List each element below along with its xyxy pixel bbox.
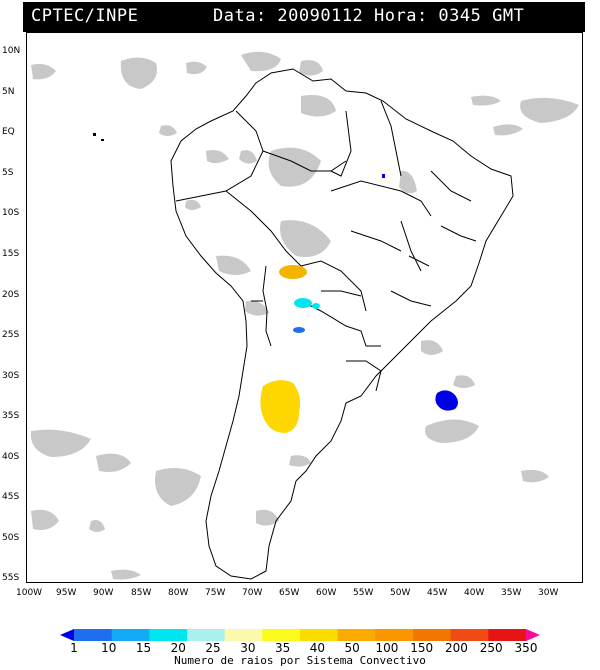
coastline — [170, 68, 514, 580]
lon-label: 90W — [93, 588, 114, 598]
lon-label: 80W — [168, 588, 189, 598]
colorbar-tick-label: 50 — [344, 641, 360, 655]
lon-label: 60W — [316, 588, 337, 598]
colorbar-segment — [262, 629, 301, 641]
lon-label: 50W — [390, 588, 411, 598]
lon-label: 45W — [427, 588, 448, 598]
colorbar-tick-label: 20 — [170, 641, 186, 655]
lon-label: 65W — [279, 588, 300, 598]
colorbar-segment — [413, 629, 452, 641]
colorbar-tick-label: 250 — [479, 641, 503, 655]
colorbar-tick-label: 350 — [514, 641, 538, 655]
system-atlantic — [435, 390, 458, 411]
lon-label: 100W — [16, 588, 43, 598]
map-canvas — [30, 51, 579, 580]
system-central-argentina — [260, 380, 301, 433]
colorbar-caption: Numero de raios por Sistema Convectivo — [174, 654, 426, 667]
colorbar-segment — [375, 629, 414, 641]
lat-label: 25S — [2, 330, 20, 340]
colorbar-segment — [450, 629, 489, 641]
colorbar-segment — [74, 629, 113, 641]
colorbar-tick-label: 30 — [240, 641, 256, 655]
lat-label: 20S — [2, 290, 20, 300]
lon-label: 70W — [242, 588, 263, 598]
lat-label: 45S — [2, 492, 20, 502]
colorbar-tick-label: 40 — [309, 641, 326, 655]
datetime-label: Data: 20090112 Hora: 0345 GMT — [213, 6, 525, 26]
colorbar-segment — [300, 629, 339, 641]
lat-label: 5S — [2, 168, 14, 178]
lat-label: 10N — [2, 46, 21, 56]
colorbar-segment — [224, 629, 263, 641]
colorbar-tick-label: 200 — [445, 641, 468, 655]
system-para — [382, 174, 385, 178]
colorbar-segment — [60, 629, 74, 641]
lat-label: 30S — [2, 371, 20, 381]
lon-label: 75W — [205, 588, 226, 598]
lat-label: 35S — [2, 411, 20, 421]
map-header: CPTEC/INPE Data: 20090112 Hora: 0345 GMT — [23, 2, 585, 32]
lon-label: 35W — [501, 588, 522, 598]
colorbar-segment — [111, 629, 150, 641]
lat-label: 55S — [2, 573, 20, 583]
system-bolivia — [279, 265, 307, 279]
lon-label: 40W — [464, 588, 485, 598]
colorbar — [60, 629, 540, 641]
lon-label: 95W — [56, 588, 77, 598]
colorbar-segment — [337, 629, 376, 641]
country-borders — [175, 100, 477, 392]
lon-label: 85W — [131, 588, 152, 598]
lat-label: 40S — [2, 452, 20, 462]
lat-label: 5N — [2, 87, 15, 97]
colorbar-segment — [149, 629, 188, 641]
colorbar-tick-label: 100 — [375, 641, 399, 655]
colorbar-tick-label: 150 — [410, 641, 434, 655]
system-paraguay-small — [312, 303, 320, 309]
lon-label: 30W — [538, 588, 559, 598]
colorbar-segment — [488, 629, 527, 641]
colorbar-segment — [526, 629, 540, 641]
lat-label: 15S — [2, 249, 20, 259]
lat-label: 10S — [2, 208, 20, 218]
map-frame — [26, 32, 583, 583]
colorbar-tick-label: 10 — [101, 641, 117, 655]
lat-label: EQ — [2, 127, 15, 137]
colorbar-tick-label: 1 — [70, 641, 78, 655]
system-paraguay — [294, 298, 312, 308]
source-label: CPTEC/INPE — [31, 6, 139, 26]
colorbar-tick-label: 15 — [135, 641, 152, 655]
colorbar-tick-label: 35 — [274, 641, 291, 655]
convective-systems — [93, 133, 458, 433]
lat-label: 50S — [2, 533, 20, 543]
cloud-cover — [30, 51, 579, 580]
lon-label: 55W — [353, 588, 374, 598]
colorbar-tick-label: 25 — [205, 641, 221, 655]
system-ne-argentina — [293, 327, 305, 333]
colorbar-segment — [187, 629, 226, 641]
